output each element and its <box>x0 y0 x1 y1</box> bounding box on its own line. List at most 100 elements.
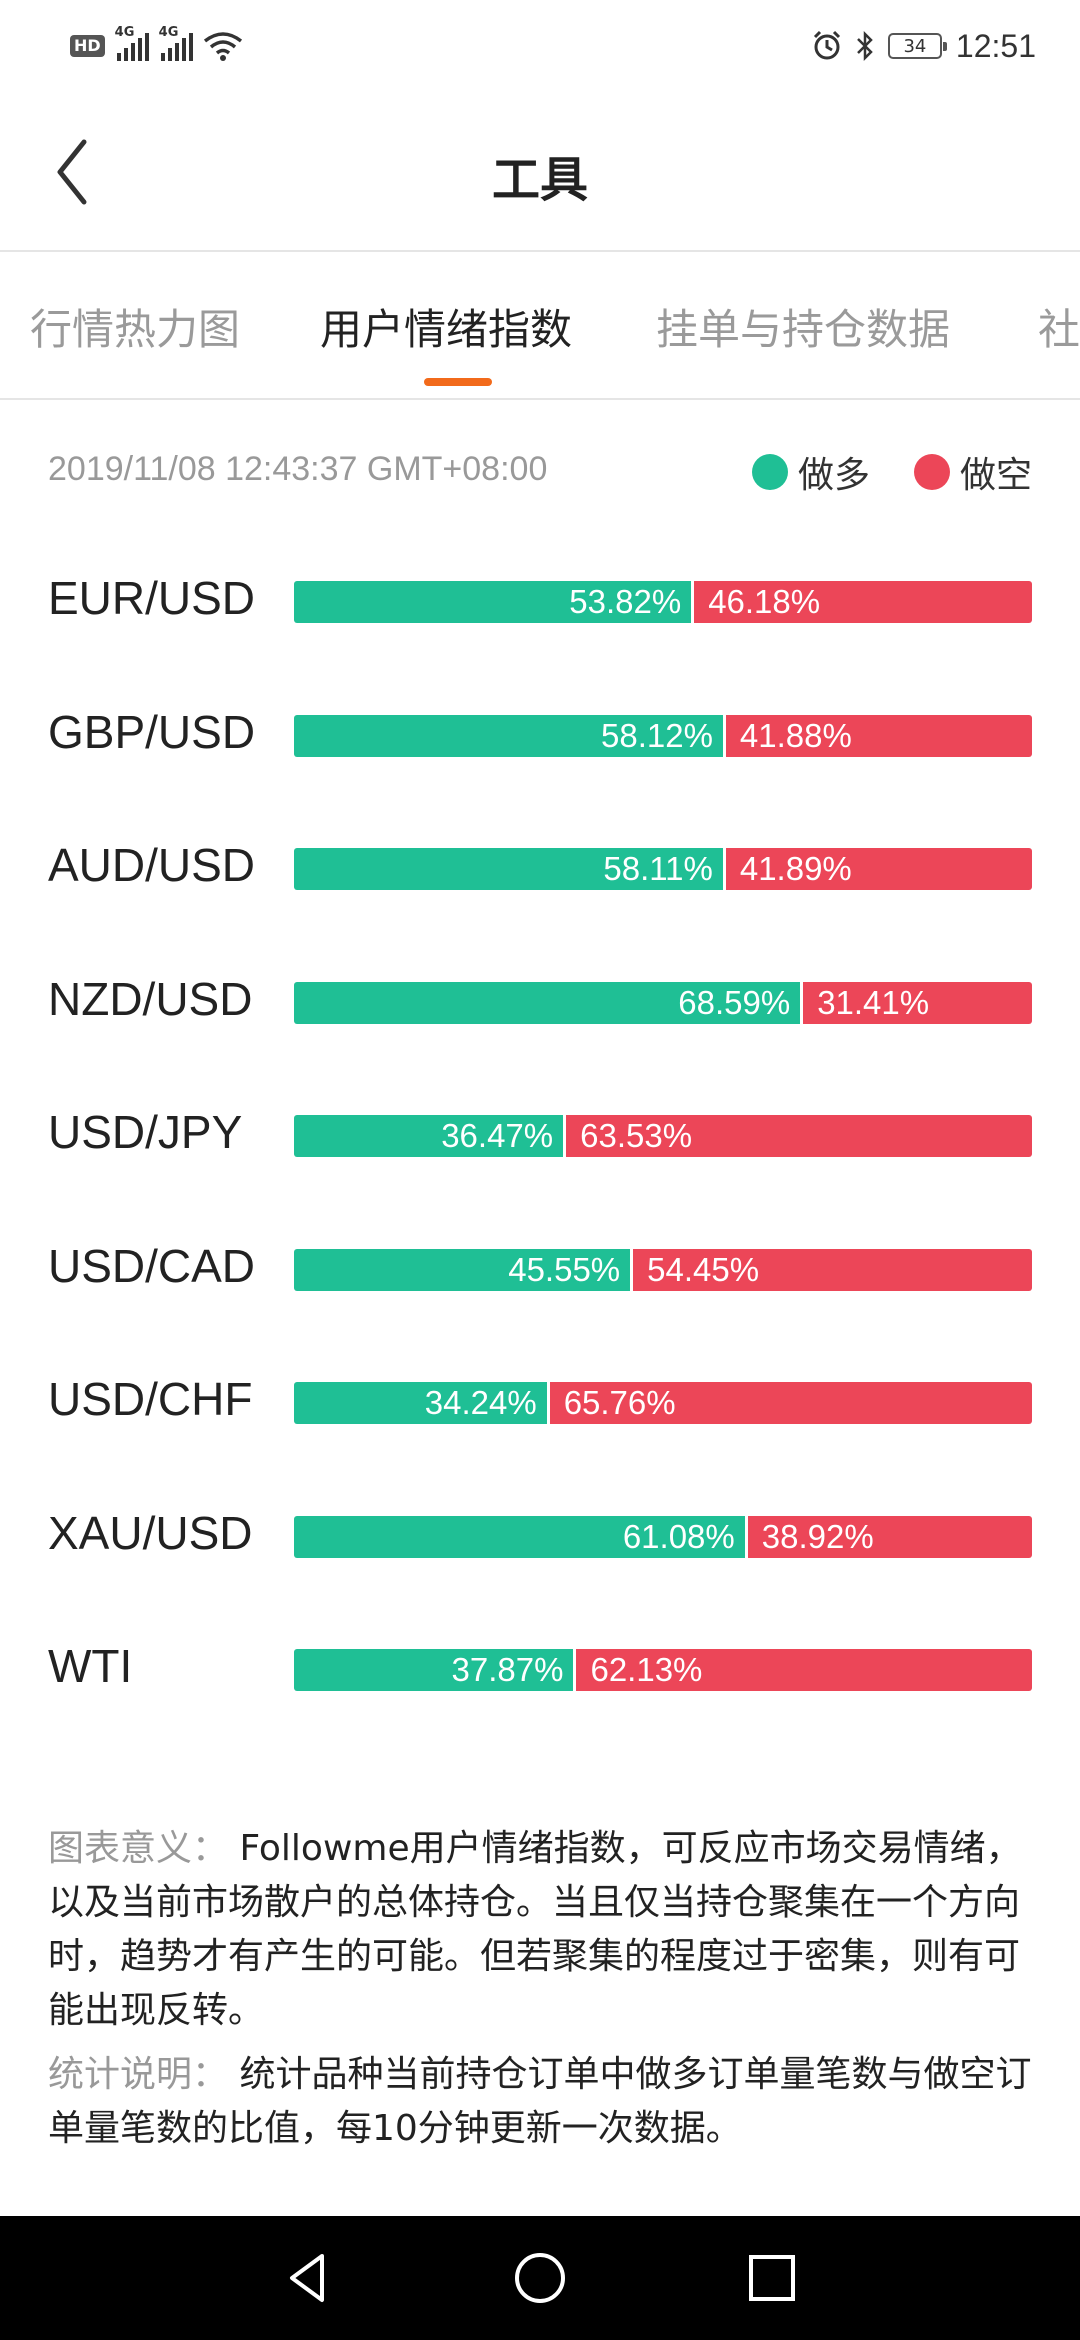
note-stats-text: 统计品种当前持仓订单中做多订单量笔数与做空订单量笔数的比值，每10分钟更新一次数… <box>48 2054 1032 2149</box>
long-percent: 58.12% <box>600 716 713 754</box>
wifi-icon <box>203 32 242 61</box>
pair-label: GBP/USD <box>48 705 256 758</box>
sentiment-bar: 37.87% 62.13% <box>294 1649 1032 1691</box>
short-segment: 65.76% <box>546 1382 1032 1424</box>
tab-heatmap[interactable]: 行情热力图 <box>30 305 241 354</box>
legend-long-label: 做多 <box>797 455 870 496</box>
network-type-label: 4G <box>158 25 179 40</box>
long-segment: 58.12% <box>294 714 723 757</box>
clock: 12:51 <box>955 27 1036 64</box>
signal-icon-sim2: 4G <box>159 25 193 61</box>
note-stats: 统计说明： 统计品种当前持仓订单中做多订单量笔数与做空订单量笔数的比值，每10分… <box>48 2048 1038 2156</box>
pair-label: USD/CHF <box>48 1373 253 1425</box>
nav-recents-icon[interactable] <box>740 2246 804 2310</box>
long-segment: 37.87% <box>294 1649 574 1691</box>
legend-short-label: 做空 <box>959 455 1032 496</box>
pair-label: WTI <box>48 1640 133 1692</box>
sentiment-row: EUR/USD 53.82% 46.18% <box>0 535 1080 668</box>
short-segment: 38.92% <box>744 1515 1032 1558</box>
pair-label: USD/JPY <box>48 1106 243 1158</box>
long-segment: 61.08% <box>294 1515 745 1558</box>
long-percent: 61.08% <box>622 1517 735 1555</box>
nav-home-icon[interactable] <box>508 2246 572 2310</box>
short-segment: 31.41% <box>800 981 1032 1024</box>
pair-label: AUD/USD <box>48 839 256 891</box>
long-percent: 45.55% <box>508 1250 621 1288</box>
short-percent: 62.13% <box>590 1651 703 1688</box>
nav-back-icon[interactable] <box>276 2246 340 2310</box>
short-segment: 54.45% <box>630 1248 1032 1291</box>
short-percent: 54.45% <box>647 1250 760 1288</box>
legend-long: 做多 <box>751 446 870 498</box>
tab-social[interactable]: 社 <box>1038 305 1080 354</box>
page-title: 工具 <box>491 152 588 208</box>
long-segment: 34.24% <box>294 1382 547 1424</box>
status-bar-left: HD 4G 4G <box>70 25 243 66</box>
short-segment: 41.88% <box>722 714 1032 757</box>
sentiment-row: USD/CHF 34.24% 65.76% <box>0 1336 1080 1469</box>
short-segment: 46.18% <box>691 581 1032 623</box>
notes-section: 图表意义： Followme用户情绪指数，可反应市场交易情绪，以及当前市场散户的… <box>48 1822 1038 2166</box>
pair-label: NZD/USD <box>48 972 253 1025</box>
long-percent: 68.59% <box>678 983 791 1021</box>
tab-orders-positions[interactable]: 挂单与持仓数据 <box>656 305 951 354</box>
legend-short: 做空 <box>913 446 1032 498</box>
short-percent: 63.53% <box>580 1117 693 1154</box>
chart-legend: 做多 做空 <box>708 446 1032 498</box>
sentiment-bar: 68.59% 31.41% <box>294 981 1032 1024</box>
short-percent: 38.92% <box>761 1517 874 1555</box>
long-percent: 37.87% <box>451 1651 564 1688</box>
sentiment-row: USD/CAD 45.55% 54.45% <box>0 1203 1080 1336</box>
bluetooth-icon <box>857 30 873 62</box>
pair-label: USD/CAD <box>48 1239 256 1292</box>
long-segment: 45.55% <box>294 1248 631 1291</box>
sentiment-row: XAU/USD 61.08% 38.92% <box>0 1470 1080 1603</box>
sentiment-bar: 36.47% 63.53% <box>294 1115 1032 1157</box>
sentiment-row: NZD/USD 68.59% 31.41% <box>0 936 1080 1069</box>
note-meaning-text: Followme用户情绪指数，可反应市场交易情绪，以及当前市场散户的总体持仓。当… <box>48 1828 1022 2031</box>
sentiment-bar: 53.82% 46.18% <box>294 581 1032 623</box>
long-dot-icon <box>751 454 788 490</box>
long-percent: 53.82% <box>569 583 682 620</box>
note-meaning-label: 图表意义： <box>48 1828 229 1869</box>
sentiment-bar: 45.55% 54.45% <box>294 1248 1032 1291</box>
back-button[interactable] <box>44 132 104 212</box>
chevron-left-icon <box>57 139 87 205</box>
active-tab-indicator <box>424 378 492 386</box>
sentiment-row: AUD/USD 58.11% 41.89% <box>0 802 1080 935</box>
tab-sentiment[interactable]: 用户情绪指数 <box>320 305 573 354</box>
system-nav-bar <box>0 2216 1080 2340</box>
short-percent: 41.88% <box>739 716 852 754</box>
short-segment: 63.53% <box>563 1115 1032 1157</box>
long-segment: 36.47% <box>294 1115 564 1157</box>
sentiment-row: GBP/USD 58.12% 41.88% <box>0 669 1080 802</box>
note-meaning: 图表意义： Followme用户情绪指数，可反应市场交易情绪，以及当前市场散户的… <box>48 1822 1038 2038</box>
alarm-icon <box>813 30 840 60</box>
status-bar-right: 34 12:51 <box>812 24 1036 68</box>
sentiment-row: WTI 37.87% 62.13% <box>0 1603 1080 1736</box>
tab-bar: 行情热力图 用户情绪指数 挂单与持仓数据 社 <box>0 252 1080 400</box>
app-header: 工具 <box>0 92 1080 252</box>
short-percent: 46.18% <box>708 583 821 620</box>
sentiment-bar: 58.11% 41.89% <box>294 848 1032 890</box>
long-segment: 58.11% <box>294 848 723 890</box>
short-segment: 41.89% <box>722 848 1032 890</box>
pair-label: EUR/USD <box>48 572 256 624</box>
sentiment-row: USD/JPY 36.47% 63.53% <box>0 1069 1080 1202</box>
short-percent: 65.76% <box>563 1384 676 1421</box>
note-stats-label: 统计说明： <box>48 2054 229 2095</box>
update-timestamp: 2019/11/08 12:43:37 GMT+08:00 <box>48 450 548 488</box>
long-percent: 36.47% <box>441 1117 554 1154</box>
status-bar: HD 4G 4G 34 12:51 <box>0 0 1080 92</box>
pair-label: XAU/USD <box>48 1506 253 1559</box>
long-segment: 68.59% <box>294 981 801 1024</box>
sentiment-bar: 61.08% 38.92% <box>294 1515 1032 1558</box>
battery-icon: 34 <box>887 33 947 59</box>
long-percent: 58.11% <box>603 850 713 887</box>
sentiment-bar: 34.24% 65.76% <box>294 1382 1032 1424</box>
long-segment: 53.82% <box>294 581 692 623</box>
network-type-label: 4G <box>114 25 135 40</box>
short-percent: 31.41% <box>817 983 930 1021</box>
short-dot-icon <box>913 454 950 490</box>
sentiment-bar: 58.12% 41.88% <box>294 714 1032 757</box>
